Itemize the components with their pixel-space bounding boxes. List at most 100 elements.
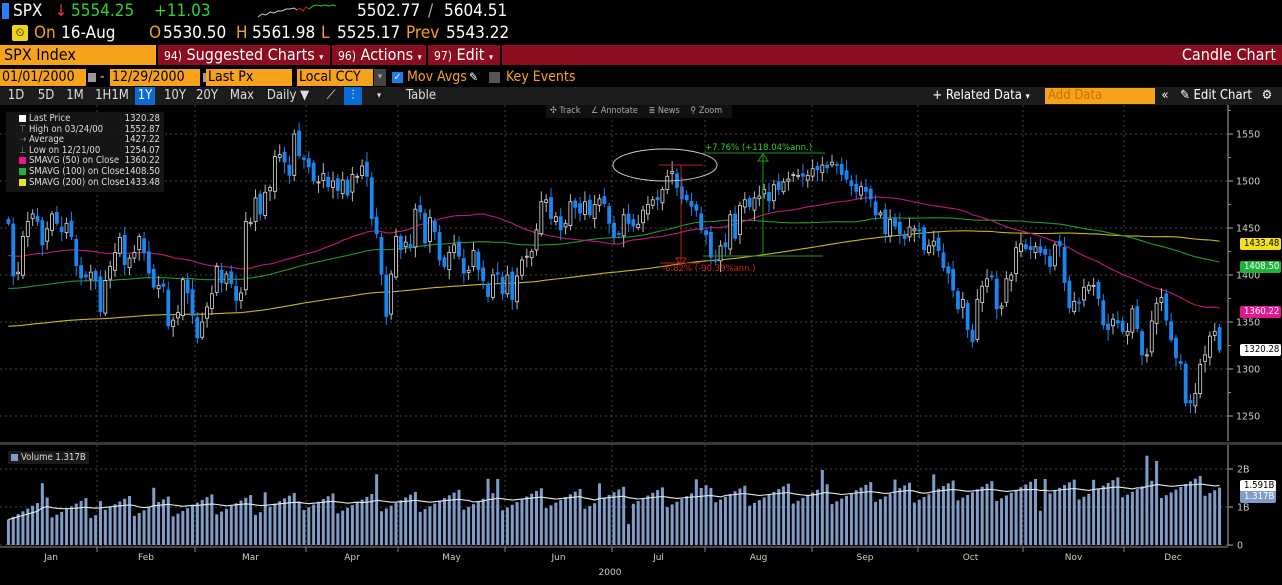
volume-avg-tag: 1.591B bbox=[1240, 480, 1277, 492]
ticker-symbol: SPX bbox=[13, 1, 43, 21]
legend-label: SMAVG (50) on Close bbox=[29, 155, 120, 167]
date-dash: - bbox=[100, 69, 105, 85]
security-field[interactable]: SPX Index bbox=[0, 45, 156, 65]
pencil-icon[interactable]: ✎ bbox=[469, 70, 479, 84]
frequency-label: Daily bbox=[266, 88, 297, 103]
range-button-1y[interactable]: 1Y bbox=[135, 87, 155, 105]
calendar-icon[interactable] bbox=[88, 73, 96, 82]
volume-last-tag: 1.317B bbox=[1240, 491, 1277, 503]
range-low: 5502.77 bbox=[357, 1, 421, 21]
add-data-input[interactable]: Add Data bbox=[1045, 88, 1155, 104]
volume-legend: Volume 1.317B bbox=[8, 451, 89, 464]
legend-item[interactable]: ⊤ High on 03/24/00 1552.87 bbox=[6, 123, 164, 136]
avg-marker-icon: ⇢ bbox=[19, 134, 27, 146]
news-tool[interactable]: ≣ News bbox=[648, 106, 680, 116]
high-marker-icon: ⊤ bbox=[19, 123, 27, 135]
legend-value: 1320.28 bbox=[124, 113, 160, 124]
sma50-price-tag: 1360.22 bbox=[1240, 306, 1282, 318]
volume-axis-label: 0 bbox=[1237, 541, 1243, 552]
y-axis-label: 1500 bbox=[1236, 177, 1260, 188]
low-marker-icon: ⊥ bbox=[19, 144, 27, 156]
range-button-10y[interactable]: 10Y bbox=[163, 88, 187, 103]
legend-item[interactable]: ⊥ Low on 12/21/00 1254.07 bbox=[6, 144, 164, 157]
track-tool[interactable]: ✣ Track bbox=[550, 106, 581, 116]
collapse-icon[interactable]: « bbox=[1161, 88, 1169, 103]
edit-chart-button[interactable]: ✎ Edit Chart bbox=[1179, 88, 1252, 103]
start-date-field[interactable]: 01/01/2000 bbox=[0, 69, 86, 86]
legend-value: 1360.22 bbox=[124, 155, 160, 167]
range-button-1d[interactable]: 1D bbox=[7, 88, 25, 103]
frequency-dropdown[interactable]: Daily ▼ bbox=[266, 88, 310, 103]
range-button-1h1m[interactable]: 1H1M bbox=[95, 88, 129, 103]
menu-number: 97) bbox=[434, 49, 452, 63]
range-button-1m[interactable]: 1M bbox=[66, 88, 84, 103]
related-data-button[interactable]: + Related Data ▾ bbox=[932, 88, 1030, 103]
candle-chart-icon[interactable]: ⫶ bbox=[344, 87, 362, 105]
menu-label: Suggested Charts bbox=[186, 45, 315, 64]
edit-menu[interactable]: 97) Edit ▾ bbox=[426, 45, 500, 65]
legend-label: Average bbox=[29, 134, 65, 146]
legend-item[interactable]: SMAVG (50) on Close 1360.22 bbox=[6, 156, 164, 167]
line-chart-icon[interactable]: ⟋ bbox=[326, 88, 336, 103]
key-events-checkbox[interactable] bbox=[489, 72, 500, 83]
field-selector[interactable]: Last Px bbox=[206, 69, 292, 86]
volume-axis-label: 2B bbox=[1237, 465, 1250, 476]
volume-legend-label: Volume 1.317B bbox=[21, 452, 86, 463]
legend-item[interactable]: SMAVG (100) on Close 1408.50 bbox=[6, 165, 164, 178]
last-price-tag: 1320.28 bbox=[1240, 344, 1282, 356]
gear-icon[interactable]: ⚙ bbox=[1261, 88, 1273, 103]
legend-value: 1408.50 bbox=[124, 165, 160, 177]
related-data-label: + Related Data bbox=[932, 88, 1022, 103]
chart-toolstrip: ✣ Track ∠ Annotate ≣ News ⚲ Zoom bbox=[546, 105, 732, 118]
x-axis-month-label: Aug bbox=[750, 553, 768, 563]
range-button-20y[interactable]: 20Y bbox=[195, 88, 219, 103]
legend-label: SMAVG (100) on Close bbox=[29, 165, 125, 177]
chart-type-title: Candle Chart bbox=[1181, 45, 1276, 64]
legend-item[interactable]: ⇢ Average 1427.22 bbox=[6, 134, 164, 146]
y-axis-label: 1450 bbox=[1236, 224, 1260, 235]
on-label: On bbox=[34, 23, 56, 43]
volume-bars bbox=[6, 455, 1222, 545]
prev-value: 5543.22 bbox=[446, 23, 510, 43]
caret-down-icon[interactable]: ▾ bbox=[374, 69, 386, 86]
y-axis-label: 1400 bbox=[1236, 271, 1260, 282]
range-button-max[interactable]: Max bbox=[229, 88, 255, 103]
caret-down-icon[interactable]: ▾ bbox=[376, 91, 382, 101]
sparkline-icon bbox=[257, 4, 337, 18]
zoom-tool[interactable]: ⚲ Zoom bbox=[690, 106, 723, 116]
menu-divider bbox=[500, 45, 502, 65]
high-value: 5561.98 bbox=[252, 23, 316, 43]
prev-label: Prev bbox=[406, 23, 440, 43]
x-axis-month-label: Jul bbox=[652, 553, 664, 563]
mov-avgs-checkbox[interactable]: ✓ bbox=[392, 72, 403, 83]
last-price: 5554.25 bbox=[71, 1, 135, 21]
price-panel[interactable] bbox=[0, 105, 1228, 441]
end-date-field[interactable]: 12/29/2000 bbox=[110, 69, 200, 86]
price-chart[interactable]: 1250 1300 1350 1400 1450 1500 1550 Jan Feb Mar Apr… bbox=[0, 105, 1282, 585]
up-move-annotation: +7.76% (+118.04%ann.) bbox=[705, 143, 812, 153]
volume-swatch bbox=[11, 454, 18, 461]
caret-down-icon: ▾ bbox=[319, 53, 324, 63]
table-button[interactable]: Table bbox=[405, 88, 437, 103]
menu-label: Actions bbox=[360, 45, 414, 64]
price-change: +11.03 bbox=[154, 1, 211, 21]
down-arrow-icon: ↓ bbox=[55, 1, 68, 20]
legend-item[interactable]: SMAVG (200) on Close 1433.48 bbox=[6, 177, 164, 189]
menu-number: 96) bbox=[338, 49, 356, 63]
panel-divider[interactable] bbox=[0, 442, 1282, 445]
gauge-icon[interactable]: ⏲ bbox=[12, 25, 28, 41]
range-button-5d[interactable]: 5D bbox=[37, 88, 55, 103]
down-move-annotation: -6.82% (-90.39%ann.) bbox=[662, 264, 756, 274]
volume-average-line bbox=[8, 483, 1220, 521]
currency-selector[interactable]: Local CCY bbox=[297, 69, 373, 86]
annotate-tool[interactable]: ∠ Annotate bbox=[591, 106, 638, 116]
actions-menu[interactable]: 96) Actions ▾ bbox=[330, 45, 426, 65]
ohlc-line: ⏲ On 16-Aug O 5530.50 H 5561.98 L 5525.1… bbox=[0, 22, 1282, 44]
legend-value: 1254.07 bbox=[124, 144, 160, 156]
caret-down-icon: ▾ bbox=[488, 53, 494, 63]
x-axis-year-label: 2000 bbox=[599, 568, 622, 578]
suggested-charts-menu[interactable]: 94) Suggested Charts ▾ bbox=[156, 45, 330, 65]
highlight-ellipse[interactable] bbox=[612, 148, 718, 182]
legend-item[interactable]: Last Price 1320.28 bbox=[6, 113, 164, 125]
high-label: H bbox=[236, 23, 248, 43]
